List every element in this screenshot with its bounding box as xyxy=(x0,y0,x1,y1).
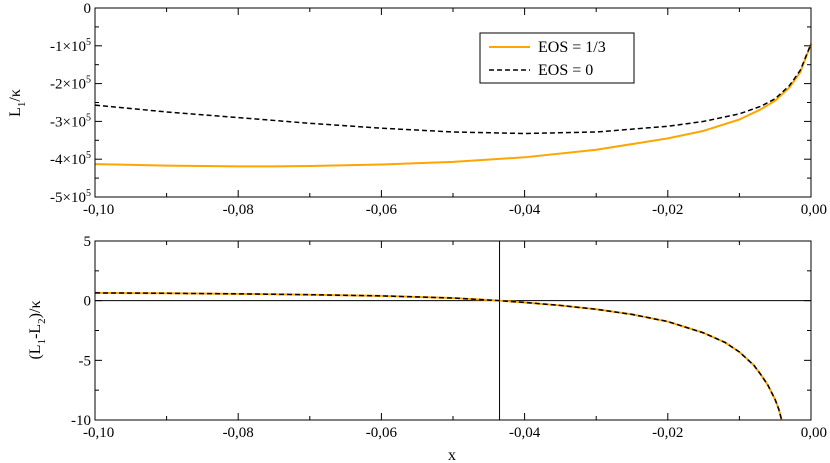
bottom-y-tick-label: 0 xyxy=(84,294,92,310)
top-panel: 0-1×105-2×105-3×105-4×105-5×105 -0,10 -0,… xyxy=(7,1,827,218)
top-y-label-sub: 1 xyxy=(16,102,28,108)
legend: EOS = 1/3 EOS = 0 xyxy=(479,32,635,84)
bottom-y-label-tail: )/κ xyxy=(27,300,44,318)
bottom-y-label-main: (L xyxy=(27,344,44,359)
bottom-y-label-sub2: 2 xyxy=(36,318,48,324)
bottom-series-eos-1-3-line xyxy=(94,291,783,421)
bottom-y-axis-label: (L1-L2)/κ xyxy=(27,300,48,359)
bottom-series-eos-0-line xyxy=(94,292,783,421)
top-x-ticks: -0,10 -0,08 -0,06 -0,04 -0,02 0,00 xyxy=(83,8,827,218)
bottom-x-tick-label: -0,06 xyxy=(366,425,398,441)
bottom-x-tick-label: -0,04 xyxy=(509,425,541,441)
bottom-y-ticks: 5 0 -5 -10 xyxy=(71,234,811,429)
bottom-y-label-mid: -L xyxy=(27,324,44,339)
top-plot-frame xyxy=(94,7,812,198)
legend-label-eos-1-3: EOS = 1/3 xyxy=(538,39,606,56)
top-plot-area xyxy=(94,7,812,198)
bottom-x-tick-label: -0,08 xyxy=(223,425,254,441)
bottom-plot-frame xyxy=(94,240,812,421)
top-y-label-tail: /κ xyxy=(7,89,24,102)
top-y-tick-label: -5×105 xyxy=(50,188,91,206)
bottom-x-tick-label: -0,02 xyxy=(652,425,683,441)
top-x-tick-label: 0,00 xyxy=(801,202,827,218)
legend-box xyxy=(479,32,635,84)
top-y-tick-label: -4×105 xyxy=(50,150,91,168)
top-y-tick-label: -1×105 xyxy=(50,37,91,55)
top-y-label-main: L xyxy=(7,107,24,117)
top-x-tick-label: -0,06 xyxy=(366,202,398,218)
bottom-y-tick-label: 5 xyxy=(84,234,92,250)
bottom-x-tick-label: 0,00 xyxy=(801,425,827,441)
top-x-tick-label: -0,02 xyxy=(652,202,683,218)
top-x-tick-label: -0,04 xyxy=(509,202,541,218)
top-series-eos-0-line xyxy=(94,43,812,135)
top-y-tick-label: 0 xyxy=(84,1,92,17)
top-y-tick-label: -2×105 xyxy=(50,75,91,93)
bottom-panel: 5 0 -5 -10 -0,10 -0,08 -0,06 -0,04 -0,02 0,00 (L… xyxy=(27,234,827,463)
bottom-y-label-sub1: 1 xyxy=(36,339,48,345)
bottom-x-ticks: -0,10 -0,08 -0,06 -0,04 -0,02 0,00 xyxy=(83,241,827,441)
top-y-axis-label: L1/κ xyxy=(7,89,28,117)
top-x-tick-label: -0,10 xyxy=(83,202,114,218)
x-axis-label: x xyxy=(448,447,456,463)
bottom-y-tick-label: -10 xyxy=(71,413,91,429)
top-series-eos-1-3-line xyxy=(94,43,812,168)
top-y-ticks: 0 -1×105 -2×105 -3×105 -4×105 -5×105 xyxy=(50,1,811,206)
legend-label-eos-0: EOS = 0 xyxy=(538,62,593,79)
bottom-x-tick-label: -0,10 xyxy=(83,425,114,441)
top-x-tick-label: -0,08 xyxy=(223,202,254,218)
bottom-plot-area xyxy=(94,240,812,421)
top-y-tick-label: -3×105 xyxy=(50,112,91,130)
bottom-y-tick-label: -5 xyxy=(79,353,92,369)
